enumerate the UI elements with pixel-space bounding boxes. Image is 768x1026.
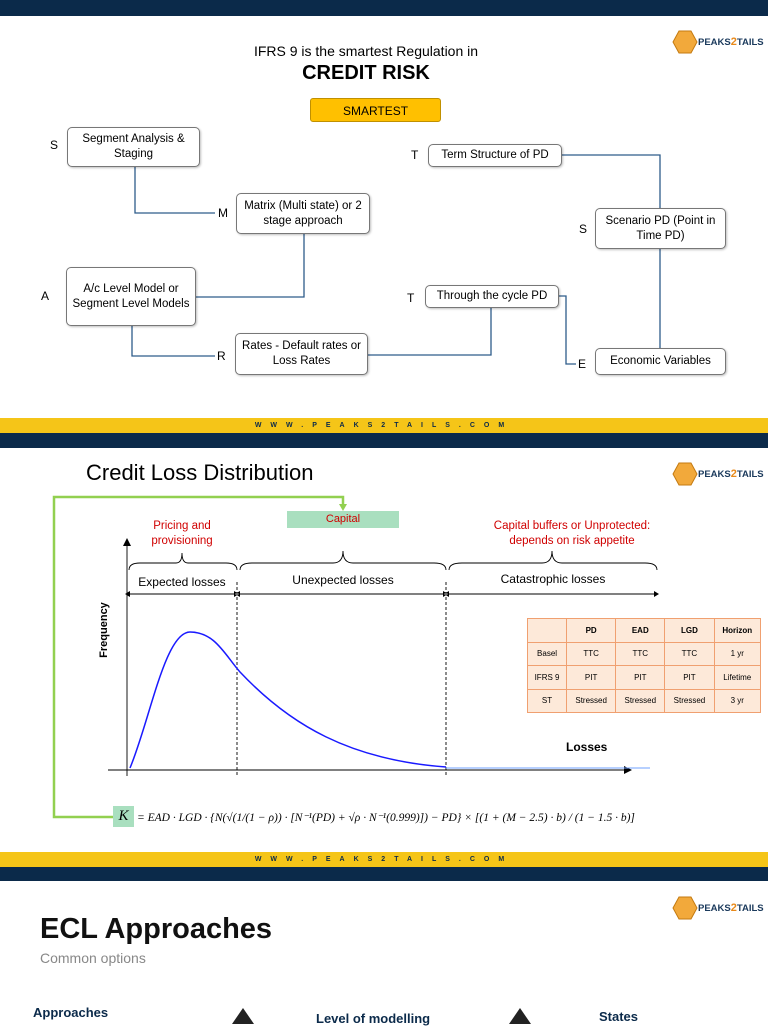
table-cell: Lifetime xyxy=(713,665,761,690)
table-cell: 3 yr xyxy=(713,688,761,713)
top-bar xyxy=(0,433,768,448)
formula-rhs: = EAD · LGD · {N(√(1/(1 − ρ)) · [N⁻¹(PD)… xyxy=(137,812,635,824)
table-cell: PIT xyxy=(615,665,666,690)
logo-text: 2 xyxy=(730,468,737,480)
column-heading: States xyxy=(599,1009,639,1024)
node-letter: E xyxy=(578,357,587,371)
subtitle: Common options xyxy=(40,950,146,966)
connector xyxy=(134,167,215,214)
logo-icon xyxy=(672,896,698,920)
footer-url: WWW.PEAKS2TAILS.COM xyxy=(0,852,768,867)
table-cell: Stressed xyxy=(566,688,617,713)
logo: PEAKS 2 TAILS xyxy=(672,30,764,54)
connector xyxy=(131,326,215,357)
connector xyxy=(562,154,661,208)
table-cell: Stressed xyxy=(664,688,715,713)
title: Credit Loss Distribution xyxy=(86,460,314,485)
table-cell: 1 yr xyxy=(713,641,761,666)
logo-text: TAILS xyxy=(736,902,764,914)
node-letter: T xyxy=(407,291,415,305)
node-letter: A xyxy=(41,289,50,303)
axis-arrow xyxy=(123,538,131,546)
brace xyxy=(448,550,658,571)
node: Through the cycle PD xyxy=(425,285,559,308)
connector xyxy=(559,295,576,365)
subtitle: IFRS 9 is the smartest Regulation in xyxy=(253,43,479,59)
logo-text: 2 xyxy=(730,902,737,914)
node: Economic Variables xyxy=(595,348,726,375)
table-header: PD EAD LGD Horizon xyxy=(526,618,761,643)
table-row: IFRS 9 PIT PIT PIT Lifetime xyxy=(526,665,761,690)
node: Matrix (Multi state) or 2 stage approach xyxy=(236,193,370,234)
x-axis-label: Losses xyxy=(566,740,608,754)
column-heading: Level of modelling xyxy=(316,1011,431,1026)
annotation: Capital buffers or Unprotected: depends … xyxy=(493,520,651,547)
k-highlight xyxy=(113,806,134,827)
table-cell: TTC xyxy=(664,641,715,666)
logo-text: 2 xyxy=(730,36,737,48)
node-letter: T xyxy=(411,148,419,162)
table-header-cell: LGD xyxy=(664,618,715,643)
y-axis-label: Frequency xyxy=(98,602,110,658)
logo-icon xyxy=(672,462,698,486)
formula-lhs: K xyxy=(118,808,129,824)
node-letter: R xyxy=(217,349,226,363)
logo-icon xyxy=(672,30,698,54)
logo-text: TAILS xyxy=(736,36,764,48)
logo-text: PEAKS xyxy=(698,902,731,914)
footer-url: WWW.PEAKS2TAILS.COM xyxy=(0,418,768,433)
capital-bracket xyxy=(52,495,345,819)
region-label: Unexpected losses xyxy=(292,573,394,587)
top-bar xyxy=(0,867,768,881)
icon xyxy=(232,1008,254,1024)
node: Segment Analysis & Staging xyxy=(67,127,200,167)
table-cell: TTC xyxy=(566,641,617,666)
loss-curve xyxy=(129,631,447,769)
node: A/c Level Model or Segment Level Models xyxy=(66,267,196,326)
arrow-head xyxy=(339,504,347,511)
table-cell xyxy=(526,618,568,643)
title: ECL Approaches xyxy=(40,913,273,945)
icon xyxy=(509,1008,531,1024)
table-row: Basel TTC TTC TTC 1 yr xyxy=(526,641,761,666)
table-header-cell: PD xyxy=(566,618,617,643)
axis-arrow xyxy=(624,766,632,774)
node: Rates - Default rates or Loss Rates xyxy=(235,333,368,375)
node-letter: S xyxy=(579,222,588,236)
node: Term Structure of PD xyxy=(428,144,562,167)
logo: PEAKS 2 TAILS xyxy=(672,462,764,486)
table-cell: Stressed xyxy=(615,688,666,713)
table-cell: IFRS 9 xyxy=(526,665,568,690)
logo: PEAKS 2 TAILS xyxy=(672,896,764,920)
capital-label: Capital xyxy=(287,511,399,528)
table-cell: PIT xyxy=(566,665,617,690)
table-row: ST Stressed Stressed Stressed 3 yr xyxy=(526,688,761,713)
table-cell: PIT xyxy=(664,665,715,690)
node-letter: S xyxy=(50,138,59,152)
brace xyxy=(128,552,238,571)
connector xyxy=(196,234,305,298)
brace xyxy=(239,550,447,571)
table-cell: ST xyxy=(526,688,568,713)
node: Scenario PD (Point in Time PD) xyxy=(595,208,726,249)
node-letter: M xyxy=(218,206,228,220)
logo-text: PEAKS xyxy=(698,36,731,48)
table-header-cell: EAD xyxy=(615,618,666,643)
logo-text: TAILS xyxy=(736,468,764,480)
table-cell: TTC xyxy=(615,641,666,666)
title: CREDIT RISK xyxy=(302,62,430,84)
table-header-cell: Horizon xyxy=(713,618,761,643)
column-heading: Approaches xyxy=(33,1005,109,1020)
top-bar xyxy=(0,0,768,16)
region-label: Catastrophic losses xyxy=(500,572,606,586)
annotation: Pricing and provisioning xyxy=(151,520,213,547)
region-label: Expected losses xyxy=(138,575,226,589)
table-cell: Basel xyxy=(526,641,568,666)
smartest-button: SMARTEST xyxy=(310,98,441,122)
connector xyxy=(368,308,492,356)
logo-text: PEAKS xyxy=(698,468,731,480)
